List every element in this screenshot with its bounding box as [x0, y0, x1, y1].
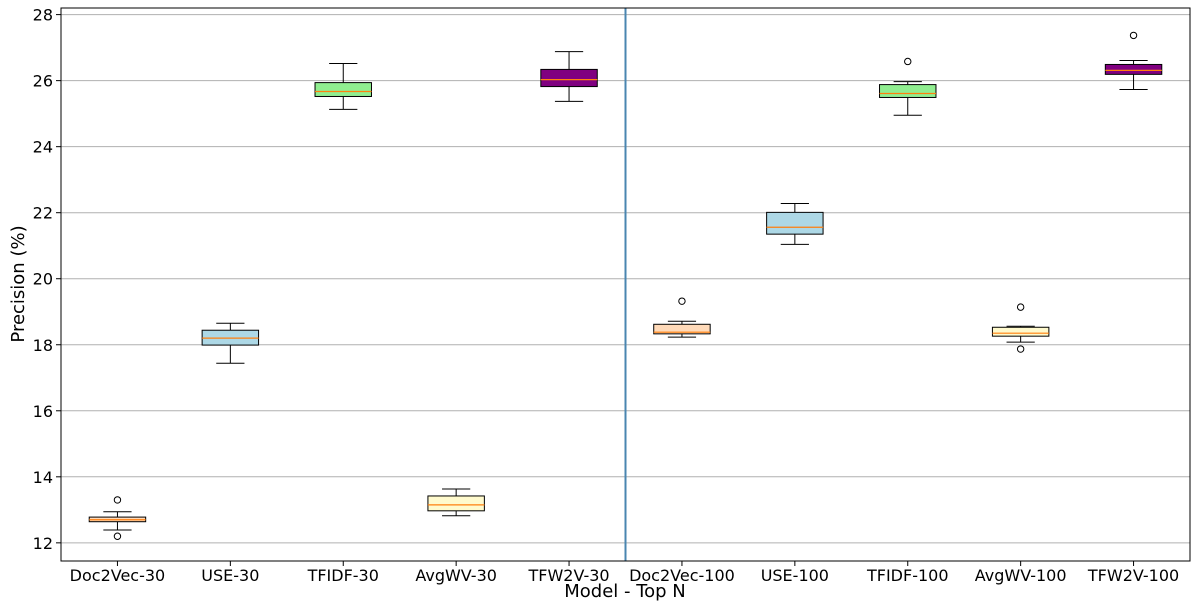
box: [879, 84, 937, 98]
box: [1104, 63, 1163, 75]
y-tick-label: 16: [33, 402, 53, 421]
y-tick-label: 12: [33, 534, 53, 553]
y-axis-title: Precision (%): [8, 225, 29, 342]
flier: [678, 297, 686, 305]
x-tick-label: AvgWV-100: [975, 566, 1067, 585]
box: [653, 323, 711, 335]
x-tick-label: AvgWV-30: [415, 566, 497, 585]
box: [991, 326, 1050, 337]
box: [427, 495, 485, 512]
flier: [1016, 303, 1025, 311]
plot-frame: [60, 7, 1191, 562]
y-tick-label: 18: [33, 336, 53, 355]
x-tick-label: USE-30: [201, 566, 259, 585]
x-tick-label: Doc2Vec-30: [70, 566, 166, 585]
box: [314, 82, 372, 97]
x-axis-title: Model - Top N: [564, 581, 686, 602]
x-tick-label: TFW2V-30: [527, 566, 609, 585]
flier: [113, 532, 122, 540]
x-tick-label: TFIDF-30: [307, 566, 379, 585]
x-tick-label: TFIDF-100: [866, 566, 949, 585]
flier: [904, 57, 912, 66]
flier: [113, 496, 122, 504]
y-tick-label: 26: [33, 72, 53, 91]
y-tick-label: 20: [33, 270, 53, 289]
y-tick-label: 22: [33, 204, 53, 223]
y-tick-label: 24: [33, 138, 53, 157]
y-tick-label: 28: [33, 6, 53, 25]
box: [766, 211, 824, 235]
x-tick-label: USE-100: [761, 566, 829, 585]
flier: [1129, 31, 1138, 40]
x-tick-label: TFW2V-100: [1087, 566, 1179, 585]
flier: [1016, 345, 1025, 353]
x-tick-label: Doc2Vec-100: [629, 566, 735, 585]
box: [540, 68, 598, 88]
y-tick-label: 14: [33, 468, 53, 487]
